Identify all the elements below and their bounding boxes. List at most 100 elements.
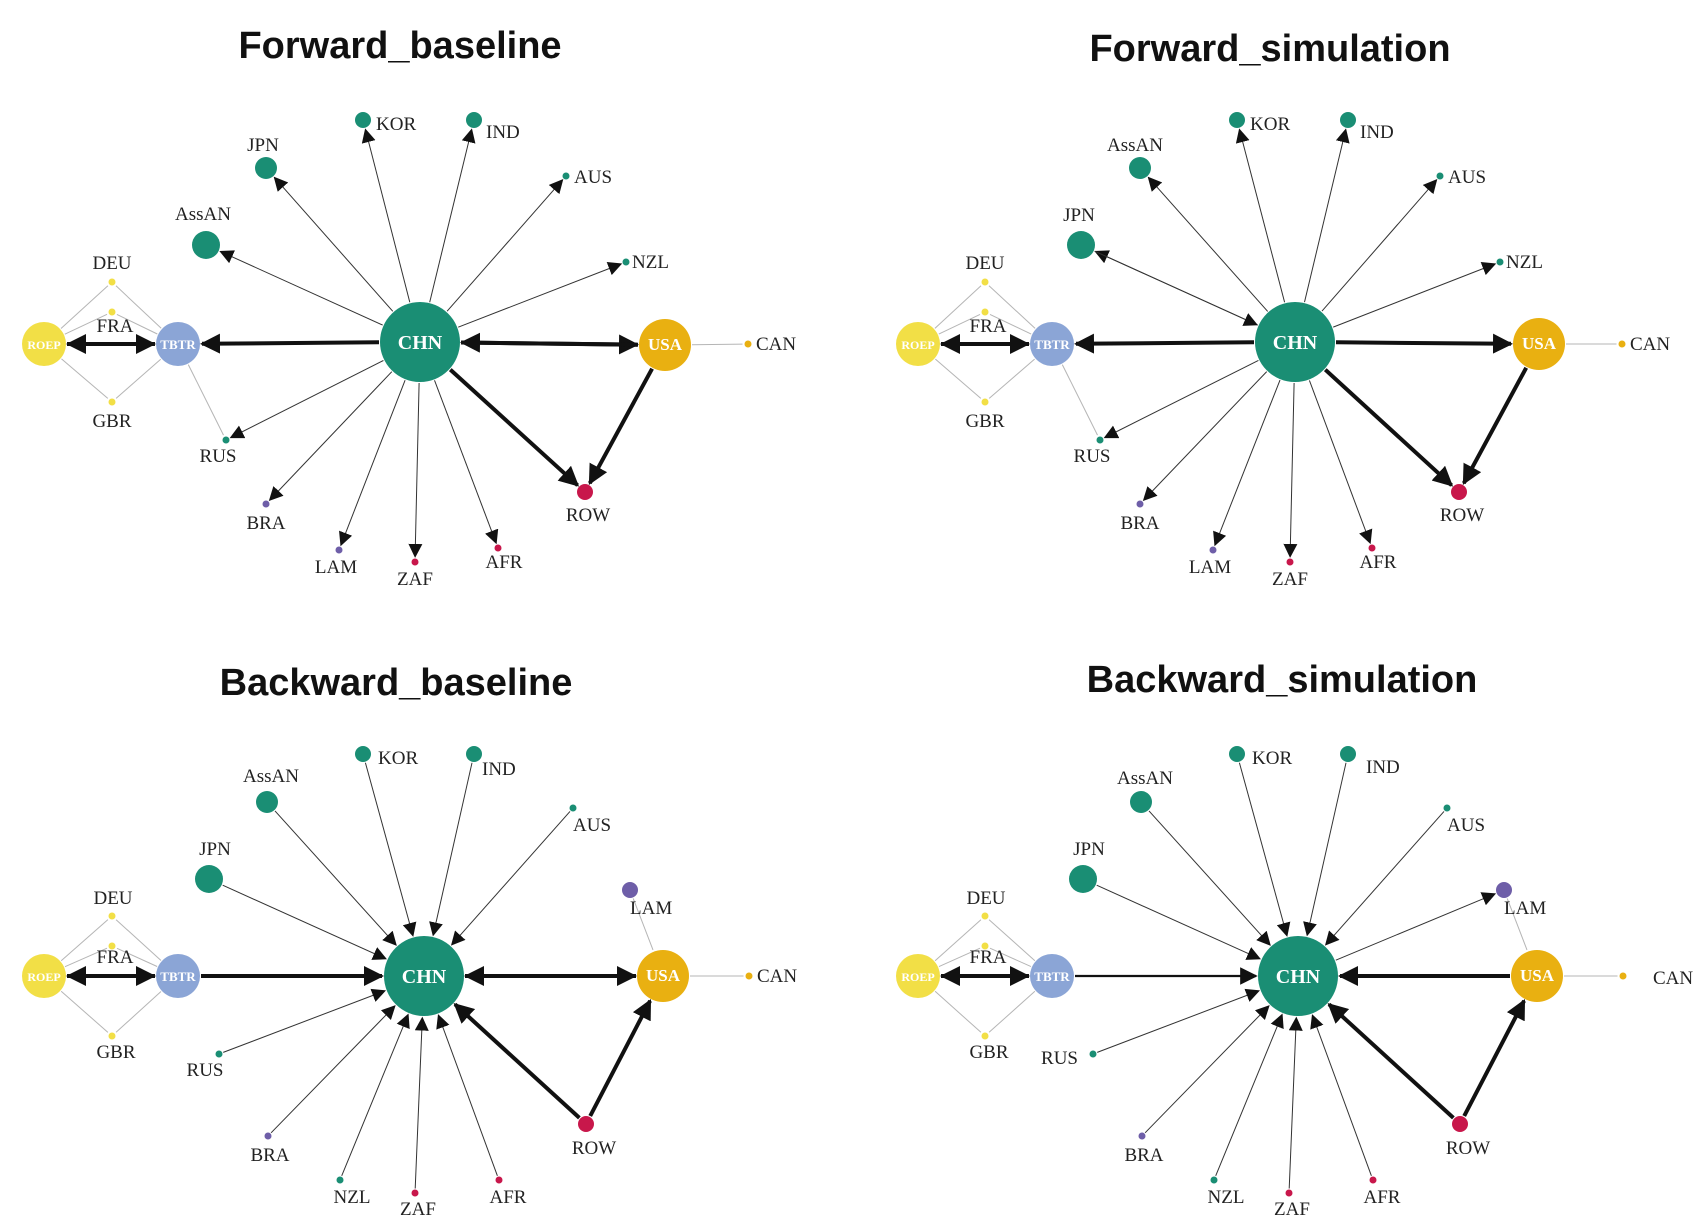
node-label-kor: KOR: [1250, 114, 1290, 135]
node-label-kor: KOR: [376, 114, 416, 135]
node-label-gbr: GBR: [92, 411, 131, 432]
node-gbr: [108, 398, 116, 406]
node-label-gbr: GBR: [965, 411, 1004, 432]
node-bra: [1138, 1132, 1146, 1140]
node-label-afr: AFR: [490, 1187, 527, 1208]
edge-tbtr-to-gbr: [988, 358, 1035, 399]
edge-nzl-to-chn: [341, 1013, 410, 1176]
edge-tbtr-to-rus: [187, 364, 224, 436]
edge-roep-to-fra: [938, 313, 981, 335]
node-label-nzl: NZL: [632, 252, 669, 273]
edge-tbtr-to-fra: [116, 313, 158, 335]
node-rus: [222, 436, 230, 444]
edge-chn-to-nzl: [458, 262, 623, 328]
edge-chn-to-bra: [1142, 371, 1268, 502]
node-assan: [256, 791, 278, 813]
node-label-zaf: ZAF: [1272, 569, 1308, 590]
edge-zaf-to-chn: [1288, 1016, 1303, 1189]
edge-layer: [934, 128, 1617, 558]
node-label-gbr: GBR: [96, 1042, 135, 1063]
node-gbr: [981, 398, 989, 406]
node-roep: [896, 322, 940, 366]
node-chn: [384, 936, 464, 1016]
node-label-chn: CHN: [398, 332, 443, 354]
node-lam: [335, 546, 343, 554]
node-fra: [108, 942, 116, 950]
node-label-bra: BRA: [250, 1145, 289, 1166]
edge-chn-to-bra: [268, 371, 393, 502]
node-label-usa: USA: [646, 966, 681, 985]
edge-tbtr-to-gbr: [115, 358, 162, 399]
panel-title: Forward_baseline: [238, 25, 561, 67]
edge-tbtr-to-fra: [989, 313, 1032, 335]
node-afr: [1368, 544, 1376, 552]
edge-assan-to-chn: [1148, 810, 1271, 946]
node-label-deu: DEU: [92, 253, 131, 274]
node-rus: [1096, 436, 1104, 444]
edge-tbtr-to-gbr: [115, 991, 162, 1033]
node-label-aus: AUS: [574, 167, 612, 188]
node-label-tbtr: TBTR: [1034, 969, 1070, 984]
node-label-can: CAN: [1653, 968, 1693, 989]
node-label-chn: CHN: [1276, 966, 1321, 988]
edge-layer: [60, 762, 744, 1189]
node-bra: [1136, 500, 1144, 508]
node-label-can: CAN: [1630, 334, 1670, 355]
edge-roep-to-gbr: [934, 990, 982, 1033]
node-label-tbtr: TBTR: [1034, 337, 1070, 352]
edge-chn-to-kor: [361, 128, 411, 303]
node-zaf: [1286, 558, 1294, 566]
node-label-ind: IND: [482, 759, 516, 780]
edge-chn-to-assan: [219, 250, 383, 326]
node-label-ind: IND: [1366, 757, 1400, 778]
node-label-fra: FRA: [970, 316, 1007, 337]
node-tbtr: [156, 954, 200, 998]
node-label-row: ROW: [1440, 505, 1484, 526]
node-jpn: [1067, 231, 1095, 259]
node-tbtr: [1030, 322, 1074, 366]
edge-tbtr-to-fra: [116, 947, 158, 967]
node-bra: [264, 1132, 272, 1140]
panel-title: Backward_simulation: [1087, 659, 1478, 701]
edge-lam-to-usa: [632, 898, 654, 951]
node-label-assan: AssAN: [1107, 135, 1163, 156]
edge-chn-to-rus: [1103, 359, 1259, 439]
node-label-aus: AUS: [1447, 815, 1485, 836]
node-kor: [355, 112, 371, 128]
node-label-jpn: JPN: [1063, 205, 1095, 226]
node-label-nzl: NZL: [334, 1187, 371, 1208]
node-nzl: [622, 258, 630, 266]
edge-afr-to-chn: [1310, 1014, 1372, 1176]
edge-aus-to-chn: [450, 811, 571, 946]
node-label-deu: DEU: [965, 253, 1004, 274]
node-label-kor: KOR: [1252, 748, 1292, 769]
node-nzl: [1210, 1176, 1218, 1184]
edge-chn-to-assan: [1147, 176, 1269, 312]
edge-layer: [934, 762, 1618, 1189]
node-layer: CHN USA TBTR ROEP DEU FRA GBR RUS BRA NZL ZAF AFR RO…: [22, 746, 797, 1220]
edge-jpn-to-chn: [1094, 250, 1258, 326]
node-label-gbr: GBR: [969, 1042, 1008, 1063]
node-label-rus: RUS: [200, 446, 237, 467]
edge-chn-to-zaf: [408, 382, 423, 558]
edge-chn-to-lam: [1335, 892, 1497, 961]
edge-ind-to-chn: [429, 762, 473, 937]
node-label-chn: CHN: [402, 966, 447, 988]
edge-chn-to-tbtr: [1074, 333, 1255, 354]
node-label-afr: AFR: [486, 552, 523, 573]
node-aus: [1436, 172, 1444, 180]
panel-forward-baseline: Forward_baseline CHN USA TBTR ROEP DEU FRA GBR…: [22, 25, 796, 590]
edge-layer: [60, 128, 743, 558]
edge-chn-to-kor: [1235, 128, 1286, 303]
edge-tbtr-to-rus: [1061, 364, 1098, 436]
node-label-jpn: JPN: [1073, 839, 1105, 860]
node-label-rus: RUS: [1041, 1048, 1078, 1069]
edge-roep-to-deu: [60, 285, 109, 329]
node-ind: [1340, 112, 1356, 128]
node-label-bra: BRA: [246, 513, 285, 534]
node-afr: [1369, 1176, 1377, 1184]
edge-assan-to-chn: [274, 810, 397, 946]
node-label-usa: USA: [1522, 334, 1557, 353]
edge-row-to-usa: [588, 999, 652, 1117]
node-label-lam: LAM: [1504, 898, 1546, 919]
